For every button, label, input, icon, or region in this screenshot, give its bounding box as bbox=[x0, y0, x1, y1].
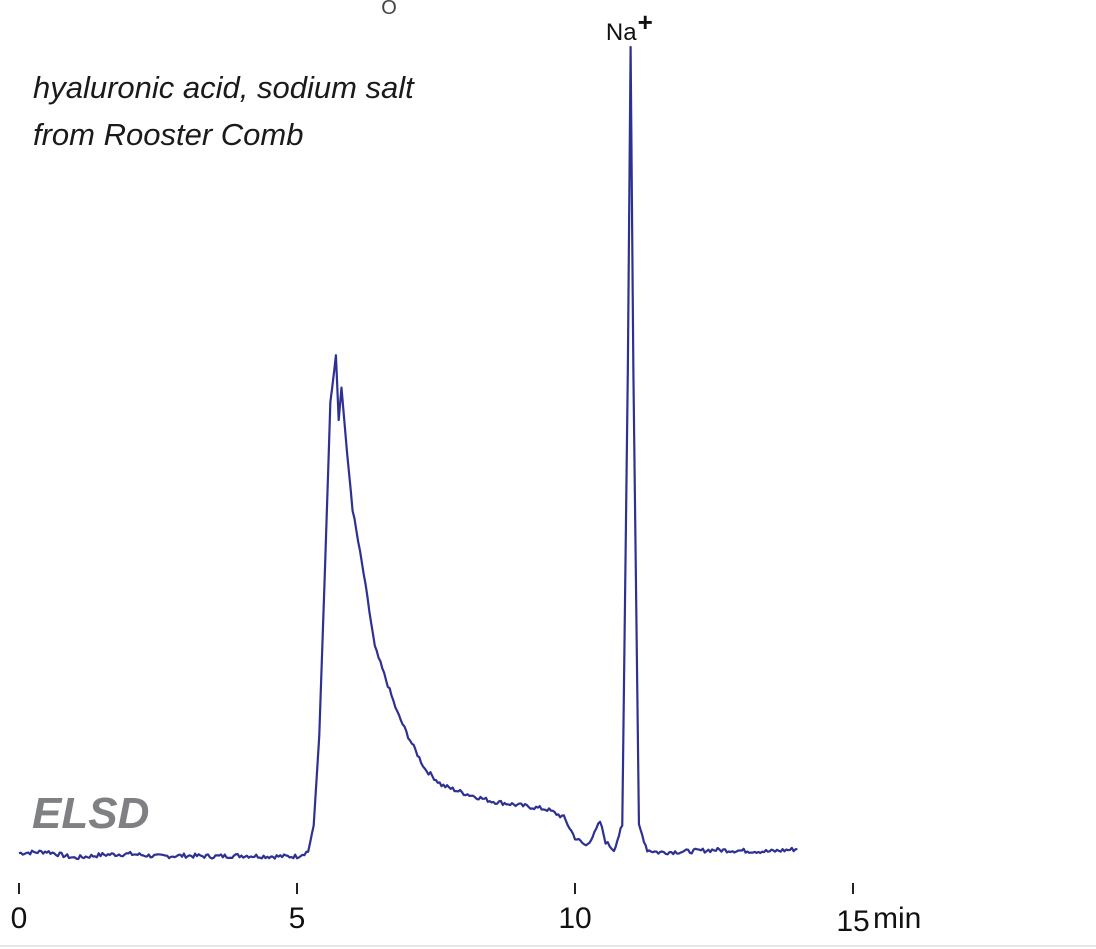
peak-label-superscript: + bbox=[638, 7, 653, 37]
x-axis: 0 5 10 15 bbox=[11, 883, 870, 938]
x-axis-unit-label: min bbox=[873, 902, 921, 935]
top-partial-glyph: O bbox=[381, 0, 397, 19]
x-tick-label-15: 15 bbox=[836, 905, 869, 938]
x-tick-label-5: 5 bbox=[289, 902, 306, 935]
chart-subtitle-line-2: from Rooster Comb bbox=[33, 117, 303, 152]
peak-label-na: Na bbox=[606, 19, 637, 46]
bottom-divider bbox=[0, 945, 1096, 947]
chart-subtitle-line-1: hyaluronic acid, sodium salt bbox=[33, 70, 415, 105]
x-tick-label-0: 0 bbox=[11, 902, 28, 935]
x-tick-label-10: 10 bbox=[558, 902, 591, 935]
chromatogram-trace bbox=[18, 45, 798, 861]
detector-label: ELSD bbox=[32, 789, 149, 838]
sodium-peak-annotation: Na + bbox=[606, 7, 653, 46]
